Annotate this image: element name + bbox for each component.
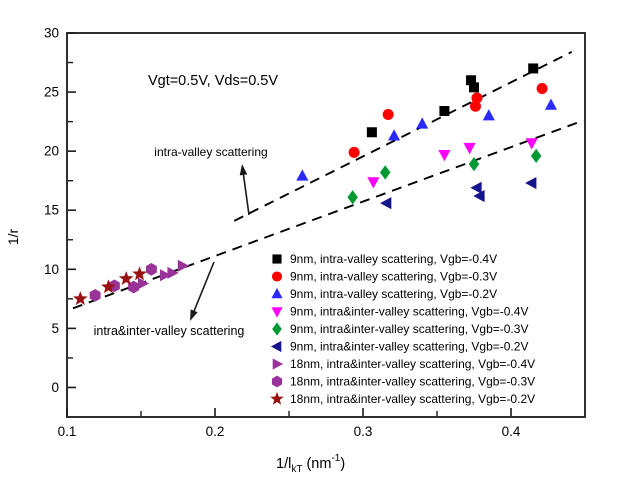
data-point-series-7 [145,262,157,276]
data-point-series-6 [160,269,172,282]
intra-valley-arrow-head [239,164,248,176]
data-point-series-1 [471,92,483,104]
data-point-series-4 [379,165,391,180]
data-point-series-7 [89,288,101,302]
data-point-series-3 [438,150,451,162]
y-tick-label: 30 [44,26,59,41]
data-point-series-6 [177,259,190,272]
y-axis-label: 1/r [5,228,21,245]
legend-marker-triangle-right-icon [272,358,284,370]
legend-label: 9nm, intra-valley scattering, Vgb=-0.4V [290,252,497,266]
legend-label: 9nm, intra&inter-valley scattering, Vgb=… [290,305,528,319]
data-point-series-3 [463,142,476,155]
data-point-series-0 [366,127,377,138]
intra-valley-arrow [242,172,250,216]
y-tick-label: 10 [44,262,59,277]
y-tick-label: 5 [51,321,59,336]
data-point-series-4 [468,157,480,172]
data-point-series-0 [466,75,477,86]
data-point-series-5 [525,177,537,190]
data-point-series-1 [382,109,394,121]
legend-label: 9nm, intra&inter-valley scattering, Vgb=… [290,322,528,336]
legend-marker-triangle-down-icon [271,307,283,318]
data-point-series-3 [367,177,380,189]
legend-label: 18nm, intra&inter-valley scattering, Vgb… [290,375,535,389]
data-point-series-0 [528,63,539,74]
data-point-series-1 [536,83,548,95]
legend-marker-star-icon [270,391,284,405]
data-point-series-8 [132,266,147,281]
data-point-series-1 [348,146,360,158]
data-point-series-2 [416,117,429,129]
plot-frame [66,32,586,418]
x-tick-label: 0.2 [206,424,225,439]
data-point-series-8 [118,271,134,285]
data-point-series-7 [128,280,140,294]
y-tick-label: 25 [44,85,59,100]
data-point-series-6 [167,266,179,279]
legend-label: 18nm, intra&inter-valley scattering, Vgb… [290,357,535,371]
y-tick-label: 0 [51,380,59,395]
data-point-series-5 [380,197,392,210]
trendline-label-intra-valley: intra-valley scattering [154,145,267,159]
data-point-series-8 [101,279,116,294]
data-point-series-0 [439,105,450,116]
y-tick-label: 15 [44,203,59,218]
trendline-label-intra-inter-valley: intra&inter-valley scattering [94,324,245,338]
legend-marker-triangle-up-icon [271,287,283,299]
intra-inter-valley-arrow [192,261,215,313]
data-point-series-3 [525,138,538,150]
legend-label: 9nm, intra-valley scattering, Vgb=-0.2V [290,287,497,301]
legend-marker-diamond-icon [272,322,282,336]
x-tick-label: 0.1 [58,424,77,439]
intra-inter-valley-arrow-head [190,309,198,321]
data-point-series-5 [473,190,485,203]
legend-marker-hexagon-icon [271,375,283,388]
data-point-series-2 [296,169,309,181]
data-point-series-6 [137,277,150,290]
data-point-series-0 [469,82,479,93]
data-point-series-8 [72,291,88,306]
trend-line-intra-valley [233,51,573,222]
data-point-series-1 [469,100,481,112]
x-axis-label: 1/lkT (nm-1) [276,453,345,475]
legend-label: 9nm, intra-valley scattering, Vgb=-0.3V [290,270,497,284]
legend-label: 9nm, intra&inter-valley scattering, Vgb=… [290,340,528,354]
legend-marker-triangle-left-icon [270,340,282,353]
legend-marker-circle-icon [271,271,283,282]
trend-line-intra-inter-valley [72,119,584,310]
legend-label: 18nm, intra&inter-valley scattering, Vgb… [290,392,535,406]
data-point-series-2 [544,98,558,110]
data-point-series-5 [470,181,482,194]
legend-marker-square-icon [272,254,282,264]
data-point-series-4 [530,148,542,164]
annotation-title: Vgt=0.5V, Vds=0.5V [148,73,278,89]
y-tick-label: 20 [44,144,59,159]
x-tick-label: 0.4 [502,424,521,439]
data-point-series-4 [347,190,358,205]
data-point-series-2 [388,129,401,141]
data-point-series-2 [482,109,495,121]
x-tick-label: 0.3 [354,424,373,439]
